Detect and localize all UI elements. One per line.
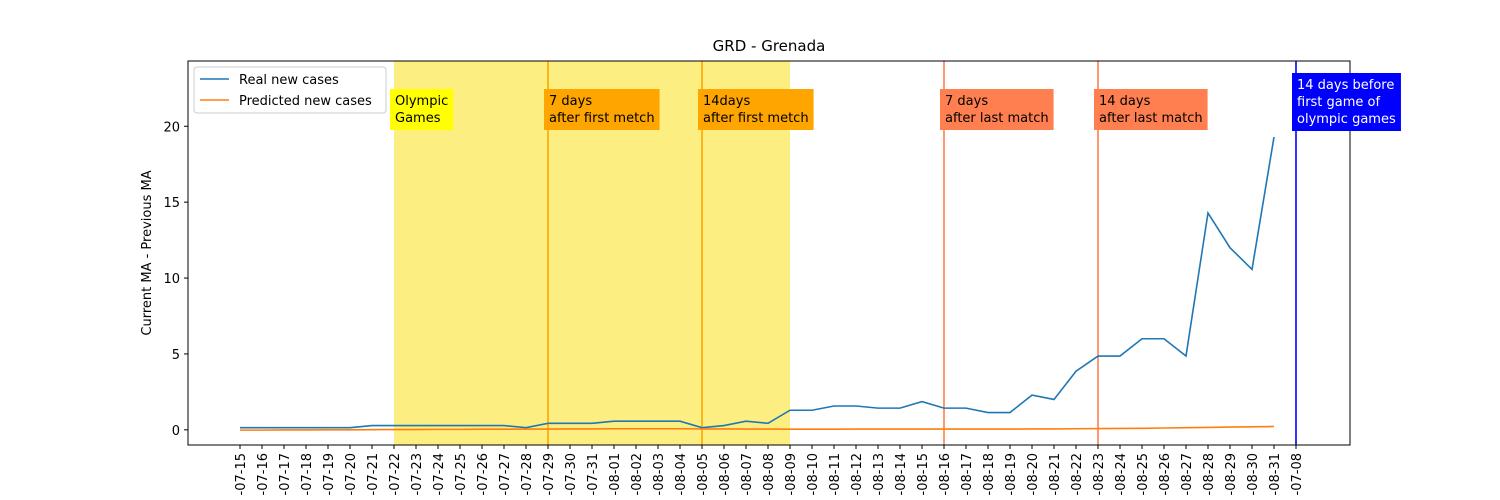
x-tick-label: -08-25: [1136, 453, 1151, 495]
x-tick-label: -08-07: [740, 453, 755, 495]
annotation-box: [1094, 89, 1208, 130]
annotation-line: after first metch: [549, 111, 655, 126]
annotation-box: [544, 89, 660, 130]
annotation: 14 days before first game of olympic games: [1292, 73, 1401, 131]
x-tick-label: -08-31: [1268, 453, 1283, 495]
annotation-box: [390, 89, 454, 130]
x-tick-label: -08-02: [630, 453, 645, 495]
y-tick-label: 5: [172, 348, 180, 363]
y-tick-label: 0: [172, 424, 180, 439]
y-axis-label: Current MA - Previous MA: [140, 170, 155, 335]
plot-frame: [187, 60, 1351, 446]
x-tick-label: -07-08: [1290, 453, 1305, 495]
x-tick-label: -07-26: [476, 453, 491, 495]
x-tick-label: -07-27: [498, 453, 513, 495]
annotation-text: 14 days before first game of olympic games: [1297, 78, 1396, 127]
x-tick-label: -08-24: [1114, 453, 1129, 495]
x-tick-label: -08-16: [938, 453, 953, 495]
x-tick-label: -08-11: [828, 453, 843, 495]
x-tick-label: -07-24: [432, 453, 447, 495]
chart-title: GRD - Grenada: [713, 37, 826, 55]
x-tick-label: -08-13: [872, 453, 887, 495]
annotation-line: olympic games: [1297, 112, 1396, 127]
x-tick-label: -07-30: [564, 453, 579, 495]
annotation: 7 days after last match: [940, 89, 1054, 130]
annotation-line: 14 days before: [1297, 78, 1394, 93]
annotation-box: [1292, 73, 1401, 131]
x-tick-label: -08-05: [696, 453, 711, 495]
annotation-line: after last match: [945, 111, 1049, 126]
x-tick-label: -08-28: [1202, 453, 1217, 495]
x-tick-label: -08-12: [850, 453, 865, 495]
x-tick-label: -08-27: [1180, 453, 1195, 495]
annotation-text: 7 days after last match: [945, 94, 1049, 126]
x-tick-label: -07-31: [586, 453, 601, 495]
x-tick-label: -08-26: [1158, 453, 1173, 495]
x-tick-label: -07-20: [344, 453, 359, 495]
x-tick-label: -08-21: [1048, 453, 1063, 495]
x-tick-label: -08-10: [806, 453, 821, 495]
annotation-text: Olympic Games: [395, 94, 448, 126]
x-tick-label: -08-23: [1092, 453, 1107, 495]
annotation-line: Olympic: [395, 94, 448, 109]
annotation-text: 7 days after first metch: [549, 94, 655, 126]
annotation-box: [698, 89, 814, 130]
x-tick-label: -08-18: [982, 453, 997, 495]
legend-label: Real new cases: [239, 73, 339, 88]
x-tick-label: -07-29: [542, 453, 557, 495]
annotation-line: 14 days: [1099, 94, 1151, 109]
x-tick-label: -08-03: [652, 453, 667, 495]
x-tick-label: -08-09: [784, 453, 799, 495]
x-tick-label: -08-04: [674, 453, 689, 495]
legend-label: Predicted new cases: [239, 94, 372, 109]
x-tick-label: -07-28: [520, 453, 535, 495]
annotation-line: first game of: [1297, 95, 1381, 110]
x-tick-label: -07-15: [234, 453, 249, 495]
annotation: Olympic Games: [390, 89, 454, 130]
x-tick-label: -08-14: [894, 453, 909, 495]
annotation: 7 days after first metch: [544, 89, 660, 130]
x-tick-label: -07-16: [256, 453, 271, 495]
annotation-line: after last match: [1099, 111, 1203, 126]
x-tick-label: -08-30: [1246, 453, 1261, 495]
x-tick-label: -08-17: [960, 453, 975, 495]
y-tick-label: 10: [163, 272, 180, 287]
x-tick-label: -08-08: [762, 453, 777, 495]
x-tick-label: -07-18: [300, 453, 315, 495]
annotation-line: 7 days: [549, 94, 592, 109]
y-tick-label: 15: [163, 196, 180, 211]
annotation-line: after first metch: [703, 111, 809, 126]
x-tick-label: -08-19: [1004, 453, 1019, 495]
x-tick-label: -07-17: [278, 453, 293, 495]
x-tick-label: -08-29: [1224, 453, 1239, 495]
annotation-text: 14days after first metch: [703, 94, 809, 126]
annotation: 14 days after last match: [1094, 89, 1208, 130]
annotation-box: [940, 89, 1054, 130]
annotation-text: 14 days after last match: [1099, 94, 1203, 126]
annotation-line: Games: [395, 111, 441, 126]
data-line: [240, 425, 1275, 431]
legend: Real new cases Predicted new cases: [193, 66, 387, 114]
x-tick-label: -08-06: [718, 453, 733, 495]
annotation: 14days after first metch: [698, 89, 814, 130]
x-tick-label: -08-20: [1026, 453, 1041, 495]
x-tick-label: -07-19: [322, 453, 337, 495]
legend-box: [193, 66, 387, 114]
annotation-line: 7 days: [945, 94, 988, 109]
x-tick-label: -08-01: [608, 453, 623, 495]
x-tick-label: -07-23: [410, 453, 425, 495]
x-tick-label: -08-22: [1070, 453, 1085, 495]
annotation-line: 14days: [703, 94, 750, 109]
x-tick-label: -07-25: [454, 453, 469, 495]
x-tick-label: -07-22: [388, 453, 403, 495]
x-tick-label: -08-15: [916, 453, 931, 495]
x-tick-label: -07-21: [366, 453, 381, 495]
y-tick-label: 20: [163, 120, 180, 135]
data-line: [240, 136, 1275, 429]
